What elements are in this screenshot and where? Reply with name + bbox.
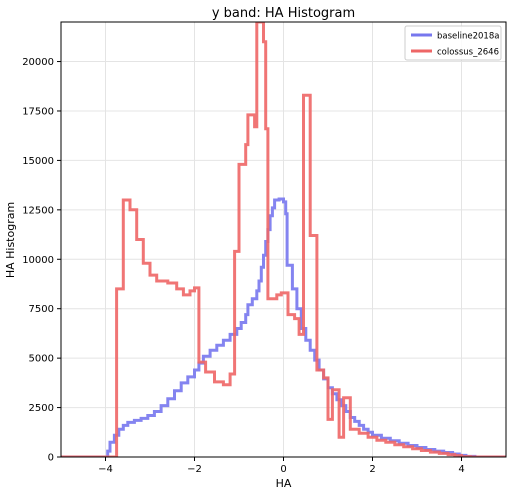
- axis-ticks: −4 −2 0 2 4 0 2500 5000 7500 10000 12500 15000 17500…: [22, 57, 465, 475]
- y-axis-label: HA Histogram: [4, 202, 17, 278]
- x-tick-label: 2: [369, 464, 375, 475]
- x-tick-label: 4: [458, 464, 464, 475]
- x-axis-label: HA: [276, 477, 292, 490]
- series-line-baseline2018a: [61, 197, 506, 457]
- y-tick-label: 10000: [22, 255, 54, 266]
- y-tick-label: 20000: [22, 57, 54, 68]
- legend: baseline2018a colossus_2646: [404, 25, 502, 61]
- y-tick-label: 5000: [29, 354, 54, 365]
- legend-label-baseline2018a: baseline2018a: [437, 32, 499, 42]
- y-tick-label: 0: [48, 453, 54, 464]
- chart-title: y band: HA Histogram: [212, 6, 355, 21]
- y-tick-label: 7500: [29, 304, 54, 315]
- y-tick-label: 2500: [29, 403, 54, 414]
- y-tick-label: 17500: [22, 106, 54, 117]
- series-line-colossus_2646: [61, 22, 506, 457]
- series-layer: [61, 22, 506, 457]
- y-tick-label: 12500: [22, 205, 54, 216]
- y-tick-label: 15000: [22, 156, 54, 167]
- legend-label-colossus_2646: colossus_2646: [437, 48, 499, 58]
- x-tick-label: 0: [280, 464, 286, 475]
- x-tick-label: −4: [98, 464, 113, 475]
- x-tick-label: −2: [187, 464, 202, 475]
